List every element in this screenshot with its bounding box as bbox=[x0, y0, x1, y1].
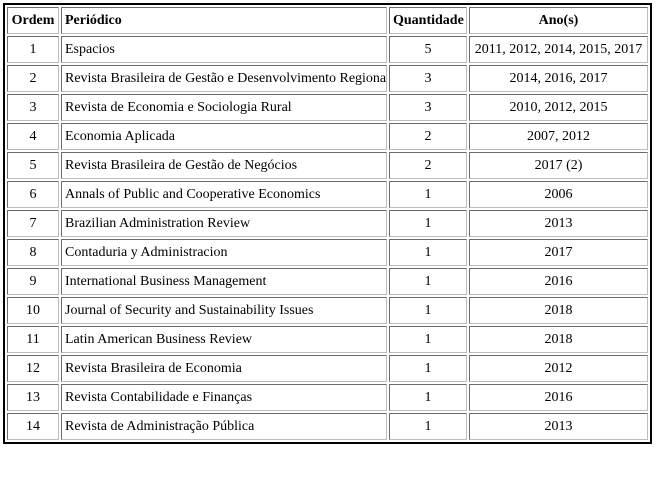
cell-periodico: Latin American Business Review bbox=[61, 326, 387, 353]
cell-anos: 2016 bbox=[469, 384, 648, 411]
table-body: 1 Espacios 5 2011, 2012, 2014, 2015, 201… bbox=[7, 36, 648, 440]
cell-ordem: 12 bbox=[7, 355, 59, 382]
cell-anos: 2017 bbox=[469, 239, 648, 266]
cell-anos: 2013 bbox=[469, 413, 648, 440]
table-row: 9 International Business Management 1 20… bbox=[7, 268, 648, 295]
cell-ordem: 1 bbox=[7, 36, 59, 63]
cell-ordem: 11 bbox=[7, 326, 59, 353]
cell-quantidade: 1 bbox=[389, 181, 467, 208]
cell-periodico: Revista de Economia e Sociologia Rural bbox=[61, 94, 387, 121]
cell-periodico: Revista Brasileira de Economia bbox=[61, 355, 387, 382]
column-header-ordem: Ordem bbox=[7, 7, 59, 34]
cell-quantidade: 3 bbox=[389, 65, 467, 92]
cell-quantidade: 2 bbox=[389, 123, 467, 150]
cell-anos: 2006 bbox=[469, 181, 648, 208]
cell-periodico: Revista de Administração Pública bbox=[61, 413, 387, 440]
cell-ordem: 4 bbox=[7, 123, 59, 150]
cell-periodico: Brazilian Administration Review bbox=[61, 210, 387, 237]
cell-quantidade: 1 bbox=[389, 239, 467, 266]
cell-ordem: 10 bbox=[7, 297, 59, 324]
cell-quantidade: 5 bbox=[389, 36, 467, 63]
cell-anos: 2016 bbox=[469, 268, 648, 295]
table-row: 3 Revista de Economia e Sociologia Rural… bbox=[7, 94, 648, 121]
cell-anos: 2011, 2012, 2014, 2015, 2017 bbox=[469, 36, 648, 63]
cell-periodico: Espacios bbox=[61, 36, 387, 63]
cell-ordem: 5 bbox=[7, 152, 59, 179]
cell-quantidade: 1 bbox=[389, 268, 467, 295]
table-row: 14 Revista de Administração Pública 1 20… bbox=[7, 413, 648, 440]
cell-quantidade: 1 bbox=[389, 210, 467, 237]
table-row: 5 Revista Brasileira de Gestão de Negóci… bbox=[7, 152, 648, 179]
header-row: Ordem Periódico Quantidade Ano(s) bbox=[7, 7, 648, 34]
cell-periodico: Revista Contabilidade e Finanças bbox=[61, 384, 387, 411]
cell-anos: 2018 bbox=[469, 297, 648, 324]
cell-ordem: 8 bbox=[7, 239, 59, 266]
table-row: 1 Espacios 5 2011, 2012, 2014, 2015, 201… bbox=[7, 36, 648, 63]
column-header-anos: Ano(s) bbox=[469, 7, 648, 34]
cell-anos: 2013 bbox=[469, 210, 648, 237]
cell-periodico: Revista Brasileira de Gestão de Negócios bbox=[61, 152, 387, 179]
cell-quantidade: 1 bbox=[389, 384, 467, 411]
cell-quantidade: 1 bbox=[389, 326, 467, 353]
table-row: 7 Brazilian Administration Review 1 2013 bbox=[7, 210, 648, 237]
cell-periodico: Annals of Public and Cooperative Economi… bbox=[61, 181, 387, 208]
cell-quantidade: 3 bbox=[389, 94, 467, 121]
table-row: 13 Revista Contabilidade e Finanças 1 20… bbox=[7, 384, 648, 411]
cell-periodico: Revista Brasileira de Gestão e Desenvolv… bbox=[61, 65, 387, 92]
cell-anos: 2012 bbox=[469, 355, 648, 382]
table-row: 4 Economia Aplicada 2 2007, 2012 bbox=[7, 123, 648, 150]
table-row: 11 Latin American Business Review 1 2018 bbox=[7, 326, 648, 353]
column-header-periodico: Periódico bbox=[61, 7, 387, 34]
cell-quantidade: 1 bbox=[389, 413, 467, 440]
cell-quantidade: 2 bbox=[389, 152, 467, 179]
cell-periodico: Contaduria y Administracion bbox=[61, 239, 387, 266]
column-header-quantidade: Quantidade bbox=[389, 7, 467, 34]
periodicals-table: Ordem Periódico Quantidade Ano(s) 1 Espa… bbox=[3, 3, 652, 444]
table-row: 8 Contaduria y Administracion 1 2017 bbox=[7, 239, 648, 266]
cell-anos: 2007, 2012 bbox=[469, 123, 648, 150]
table-row: 2 Revista Brasileira de Gestão e Desenvo… bbox=[7, 65, 648, 92]
cell-ordem: 9 bbox=[7, 268, 59, 295]
cell-quantidade: 1 bbox=[389, 355, 467, 382]
cell-ordem: 2 bbox=[7, 65, 59, 92]
cell-quantidade: 1 bbox=[389, 297, 467, 324]
cell-anos: 2014, 2016, 2017 bbox=[469, 65, 648, 92]
cell-ordem: 7 bbox=[7, 210, 59, 237]
table-row: 10 Journal of Security and Sustainabilit… bbox=[7, 297, 648, 324]
cell-ordem: 6 bbox=[7, 181, 59, 208]
cell-anos: 2018 bbox=[469, 326, 648, 353]
cell-ordem: 3 bbox=[7, 94, 59, 121]
cell-ordem: 13 bbox=[7, 384, 59, 411]
table-header: Ordem Periódico Quantidade Ano(s) bbox=[7, 7, 648, 34]
cell-periodico: Journal of Security and Sustainability I… bbox=[61, 297, 387, 324]
cell-anos: 2017 (2) bbox=[469, 152, 648, 179]
cell-periodico: International Business Management bbox=[61, 268, 387, 295]
cell-anos: 2010, 2012, 2015 bbox=[469, 94, 648, 121]
table-row: 6 Annals of Public and Cooperative Econo… bbox=[7, 181, 648, 208]
table-row: 12 Revista Brasileira de Economia 1 2012 bbox=[7, 355, 648, 382]
cell-periodico: Economia Aplicada bbox=[61, 123, 387, 150]
cell-ordem: 14 bbox=[7, 413, 59, 440]
